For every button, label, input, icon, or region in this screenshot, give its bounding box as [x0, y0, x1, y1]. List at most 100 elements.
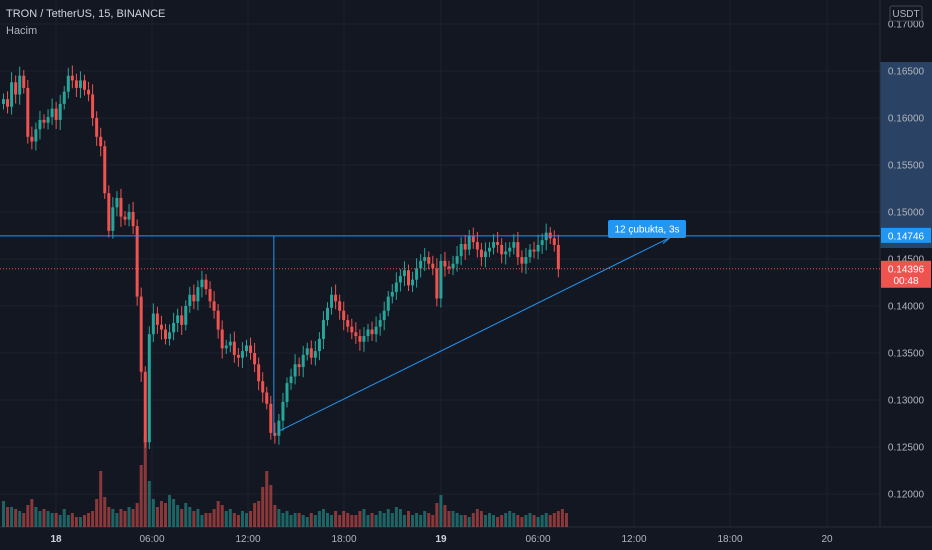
volume-bar	[301, 515, 305, 527]
candle-body	[524, 257, 528, 264]
time-axis: 18 06:00 12:00 18:00 19 06:00 12:00 18:00 20	[50, 534, 833, 545]
volume-bar	[151, 499, 155, 527]
candle-body	[2, 99, 5, 104]
volume-bar	[34, 507, 38, 527]
volume-bar	[26, 505, 30, 527]
price-tick-label: 0.15000	[888, 208, 925, 219]
volume-bar	[427, 513, 431, 527]
candle-body	[528, 249, 532, 258]
candle-body	[289, 376, 293, 384]
volume-bar	[70, 513, 74, 527]
candle-body	[378, 320, 382, 327]
time-tick-label: 20	[821, 534, 833, 545]
candle-body	[66, 75, 70, 92]
candle-body	[305, 348, 309, 355]
ascending-trendline[interactable]	[277, 237, 671, 433]
candle-body	[245, 345, 248, 352]
candle-body	[10, 82, 14, 107]
candle-body	[192, 294, 196, 302]
volume-bar	[99, 471, 103, 527]
volume-bar	[46, 511, 50, 527]
candle-body	[419, 260, 423, 269]
candle-body	[443, 260, 447, 267]
candle-body	[439, 260, 443, 299]
volume-bar	[431, 515, 435, 527]
candle-body	[459, 243, 463, 257]
volume-bar	[548, 515, 552, 527]
candle-body	[504, 251, 508, 255]
candle-body	[309, 348, 313, 358]
candle-body	[38, 119, 42, 130]
bar-count-label: 12 çubukta, 3s	[614, 225, 679, 236]
volume-bar	[184, 503, 188, 527]
candle-body	[111, 207, 115, 231]
volume-bar	[269, 485, 273, 527]
volume-bar	[382, 513, 386, 527]
volume-bar	[30, 499, 34, 527]
volume-bar	[520, 517, 524, 527]
volume-bar	[196, 509, 200, 527]
volume-bar	[463, 515, 467, 527]
volume-bar	[366, 515, 370, 527]
candle-body	[176, 315, 180, 323]
volume-bar	[42, 509, 46, 527]
volume-bar	[394, 507, 398, 527]
volume-bar	[83, 515, 86, 527]
candle-body	[479, 249, 483, 258]
volume-bar	[22, 513, 26, 527]
volume-bar	[224, 511, 228, 527]
candle-body	[70, 75, 74, 81]
volume-bar	[459, 515, 463, 527]
candle-body	[91, 94, 95, 118]
bar-countdown-text: 00:48	[893, 276, 918, 287]
candle-body	[463, 243, 467, 250]
price-axis: 0.175000.170000.165000.160000.155000.150…	[881, 5, 931, 501]
candle-body	[342, 310, 346, 321]
volume-bar	[273, 505, 277, 527]
symbol-title[interactable]: TRON / TetherUS, 15, BINANCE	[6, 8, 166, 20]
volume-bar	[313, 515, 317, 527]
volume-bar	[398, 509, 402, 527]
volume-bar	[208, 513, 212, 527]
candle-body	[232, 341, 236, 355]
volume-bar	[180, 509, 184, 527]
candle-body	[483, 251, 487, 258]
candle-body	[334, 294, 338, 302]
candle-body	[196, 287, 200, 302]
volume-bar	[200, 515, 204, 527]
volume-bar	[253, 503, 257, 527]
candle-body	[435, 268, 439, 299]
volume-bar	[293, 513, 297, 527]
candle-body	[350, 326, 354, 333]
price-tick-label: 0.16500	[888, 67, 925, 78]
candle-body	[556, 244, 560, 270]
candle-body	[411, 279, 415, 286]
volume-bar	[479, 511, 483, 527]
time-tick-label: 12:00	[235, 534, 260, 545]
candle-body	[330, 294, 334, 308]
price-tick-label: 0.15500	[888, 161, 925, 172]
volume-bar	[552, 513, 556, 527]
candle-body	[18, 75, 22, 95]
candle-body	[508, 247, 512, 252]
volume-bars	[2, 437, 568, 527]
candle-body	[488, 247, 491, 252]
candle-body	[492, 242, 496, 248]
volume-bar	[192, 511, 196, 527]
last-price-tag	[881, 260, 931, 288]
volume-indicator-label[interactable]: Hacim	[6, 25, 38, 37]
candles	[2, 65, 560, 450]
candle-body	[427, 257, 431, 264]
volume-bar	[164, 503, 167, 527]
currency-label[interactable]: USDT	[892, 9, 919, 20]
candle-body	[26, 87, 30, 137]
volume-bar	[204, 513, 208, 527]
volume-bar	[297, 513, 301, 527]
volume-bar	[467, 517, 471, 527]
volume-bar	[475, 509, 479, 527]
volume-bar	[78, 517, 82, 527]
candle-body	[159, 324, 163, 330]
volume-bar	[143, 437, 147, 527]
candle-body	[6, 99, 10, 107]
